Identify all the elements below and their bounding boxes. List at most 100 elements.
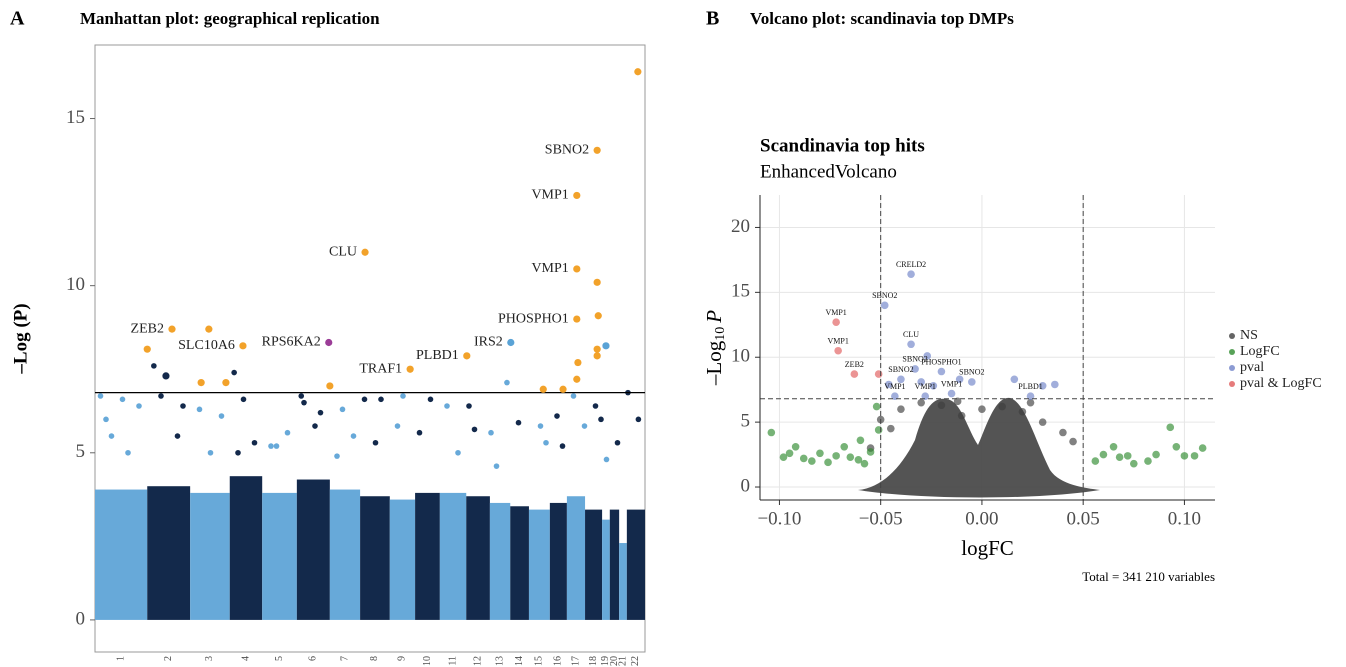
volcano-point xyxy=(1130,459,1138,468)
gene-label: ZEB2 xyxy=(845,360,864,369)
ns-density-cloud xyxy=(858,397,1100,498)
chromosome-bulk xyxy=(415,492,440,620)
chart-subtitle: EnhancedVolcano xyxy=(760,161,897,182)
y-axis-label: –Log10 P xyxy=(702,310,728,386)
chromosome-bulk xyxy=(360,496,390,620)
snp-point xyxy=(372,439,379,446)
volcano-point xyxy=(1172,442,1181,451)
hit-point xyxy=(463,352,471,360)
gene-label: IRS2 xyxy=(474,335,503,350)
snp-point xyxy=(515,419,522,426)
snp-point xyxy=(174,433,181,439)
x-tick-label: 5 xyxy=(274,656,285,661)
snp-point xyxy=(235,449,241,456)
gene-label: ZEB2 xyxy=(131,321,164,336)
snp-point xyxy=(207,449,214,456)
volcano-point xyxy=(923,352,932,360)
snp-point xyxy=(592,403,599,409)
chromosome-bulk xyxy=(229,476,263,620)
x-tick-label: 10 xyxy=(422,656,433,666)
volcano-point xyxy=(834,346,842,355)
x-tick-label: 20 xyxy=(609,656,620,666)
x-tick-label: 22 xyxy=(630,656,641,666)
volcano-point xyxy=(978,405,986,413)
volcano-point xyxy=(767,428,776,437)
hit-point xyxy=(205,325,213,333)
legend-label: pval & LogFC xyxy=(1240,376,1322,391)
chromosome-bulk xyxy=(510,506,529,620)
x-tick-label: 6 xyxy=(308,656,319,661)
legend-swatch xyxy=(1229,333,1235,339)
snp-point xyxy=(504,379,510,386)
hit-point xyxy=(326,382,334,390)
legend-label: LogFC xyxy=(1240,344,1280,359)
snp-point xyxy=(240,396,247,403)
snp-point xyxy=(394,423,401,429)
volcano-point xyxy=(897,405,905,413)
volcano-point xyxy=(846,453,855,461)
gene-label: PLBD1 xyxy=(1018,382,1042,391)
snp-point xyxy=(400,393,406,399)
hit-point xyxy=(574,358,582,367)
chromosome-bulk xyxy=(619,543,627,620)
volcano-point xyxy=(866,448,875,456)
snp-point xyxy=(268,443,274,449)
snp-point xyxy=(97,393,104,399)
volcano-point xyxy=(824,458,832,467)
snp-point xyxy=(444,403,450,409)
volcano-point xyxy=(884,380,893,389)
gene-label: SBNO2 xyxy=(902,355,927,364)
volcano-point xyxy=(799,454,808,463)
y-tick-label: 0 xyxy=(741,475,751,496)
chromosome-bulk xyxy=(296,479,330,620)
chromosome-bulk xyxy=(466,496,490,620)
chart-title: Scandinavia top hits xyxy=(760,135,925,156)
x-tick-label: 4 xyxy=(240,656,251,661)
volcano-point xyxy=(856,436,865,445)
y-tick-label: 15 xyxy=(66,107,85,128)
volcano-point xyxy=(911,365,919,373)
gene-label: VMP1 xyxy=(531,188,568,203)
snp-point xyxy=(284,429,291,436)
hit-point xyxy=(593,345,601,353)
hit-point xyxy=(239,342,247,350)
x-tick-label: 14 xyxy=(514,656,525,666)
chromosome-bulk xyxy=(528,509,550,620)
gene-label: SBNO2 xyxy=(888,365,913,374)
hit-point xyxy=(222,378,230,387)
volcano-point xyxy=(957,411,966,420)
x-tick-label: 1 xyxy=(115,656,126,661)
snp-point xyxy=(298,393,305,399)
snp-point xyxy=(361,396,368,403)
hit-point xyxy=(593,278,601,286)
x-tick-label: 0.05 xyxy=(1067,508,1100,529)
snp-point xyxy=(493,463,500,469)
x-tick-label: 0.00 xyxy=(965,508,998,529)
snp-point xyxy=(151,363,157,369)
chromosome-bulk xyxy=(602,519,610,620)
snp-point xyxy=(455,449,461,456)
volcano-point xyxy=(1180,452,1189,460)
gene-label: SBNO2 xyxy=(872,291,897,300)
volcano-point xyxy=(1059,428,1067,437)
snp-point xyxy=(554,413,560,419)
volcano-point xyxy=(832,452,840,460)
volcano-point xyxy=(1026,398,1035,407)
x-tick-label: 17 xyxy=(570,656,581,666)
volcano-point xyxy=(1152,450,1160,459)
chart-title: Manhattan plot: geographical replication xyxy=(80,9,380,28)
volcano-point xyxy=(1038,381,1047,390)
snp-point xyxy=(196,406,203,413)
legend-swatch xyxy=(1229,365,1235,371)
volcano-point xyxy=(1099,450,1108,459)
hit-point xyxy=(539,385,547,393)
gene-label: SLC10A6 xyxy=(178,338,235,353)
snp-point xyxy=(581,423,588,429)
panel-label: B xyxy=(706,8,719,30)
chromosome-bulk xyxy=(439,492,467,620)
y-axis-label-text: –Log xyxy=(702,340,726,386)
hit-point xyxy=(361,248,369,256)
volcano-point xyxy=(816,449,824,458)
snp-point xyxy=(108,433,115,439)
